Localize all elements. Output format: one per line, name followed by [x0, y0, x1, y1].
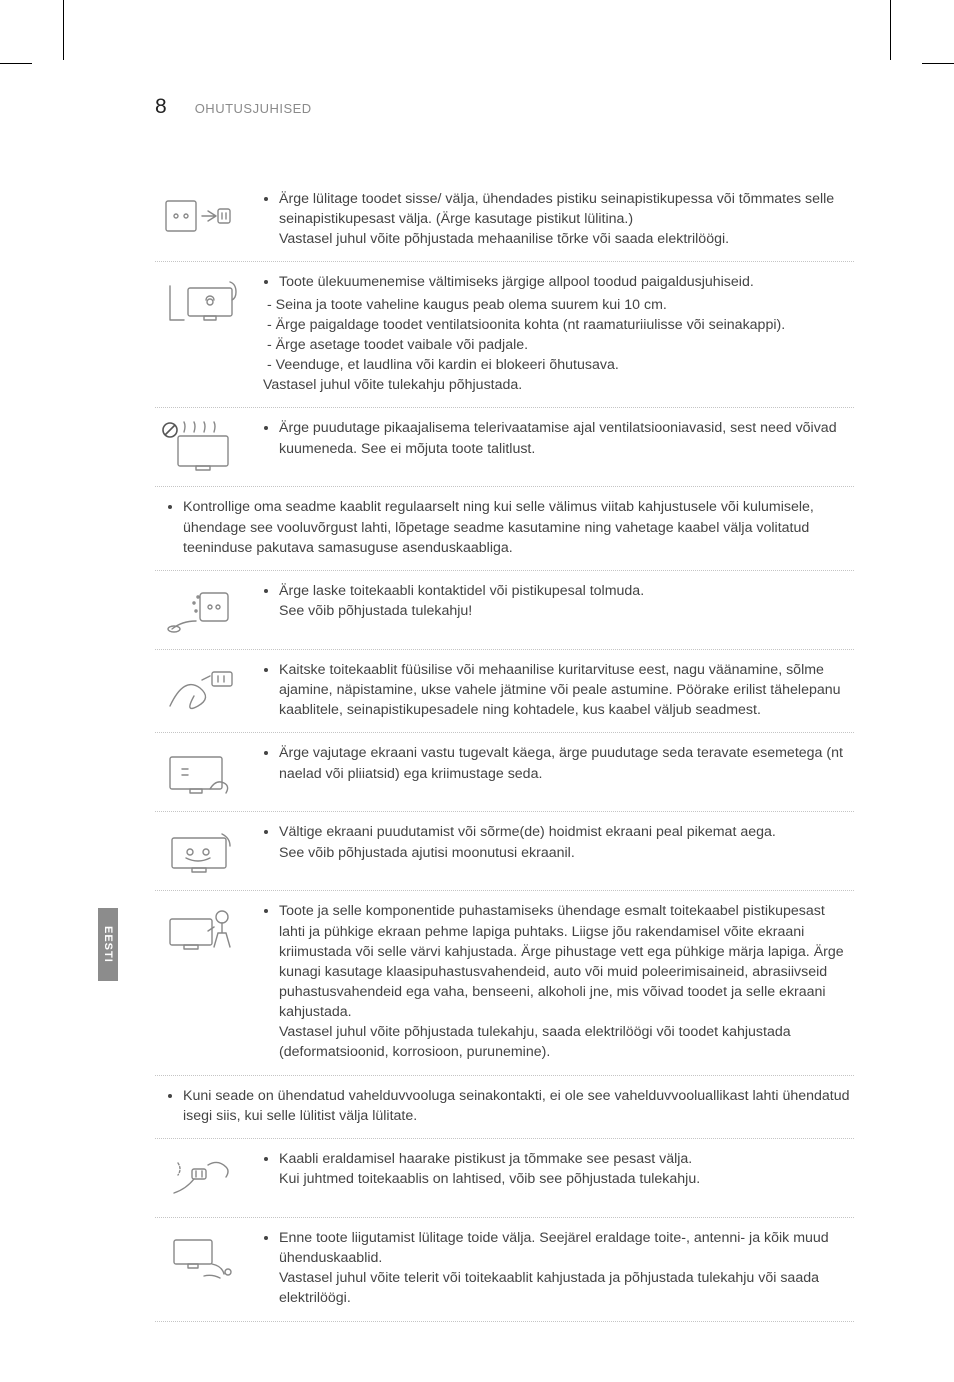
instruction-text: Ärge laske toitekaabli kontaktidel või p…	[263, 581, 854, 637]
instruction-row: Enne toote liigutamist lülitage toide vä…	[155, 1218, 854, 1322]
instruction-bullet: Ärge lülitage toodet sisse/ välja, ühend…	[279, 189, 854, 249]
instruction-bullet: Ärge vajutage ekraani vastu tugevalt käe…	[279, 743, 854, 783]
unplug-pull-icon	[155, 1149, 245, 1205]
instruction-bullet: Enne toote liigutamist lülitage toide vä…	[279, 1228, 854, 1309]
instruction-row: Toote ja selle komponentide puhastamisek…	[155, 891, 854, 1075]
instruction-text: Ärge vajutage ekraani vastu tugevalt käe…	[263, 743, 854, 799]
instruction-sub-bullet: Seina ja toote vaheline kaugus peab olem…	[263, 295, 854, 315]
cleaning-icon	[155, 901, 245, 1062]
plug-dust-icon	[155, 581, 245, 637]
page-content: 8 OHUTUSJUHISED Ärge lülitage toodet sis…	[0, 0, 954, 1382]
instruction-sub-bullet: Ärge paigaldage toodet ventilatsioonita …	[263, 315, 854, 335]
page-header: 8 OHUTUSJUHISED	[155, 95, 854, 119]
instruction-full-text: Kuni seade on ühendatud vahelduvvooluga …	[155, 1076, 854, 1139]
instruction-text: Vältige ekraani puudutamist või sõrme(de…	[263, 822, 854, 878]
instruction-sub-bullet: Ärge asetage toodet vaibale või padjale.	[263, 335, 854, 355]
instruction-bullet: Kuni seade on ühendatud vahelduvvooluga …	[183, 1086, 854, 1126]
instruction-row: Ärge puudutage pikaajalisema telerivaata…	[155, 408, 854, 487]
language-tab: EESTI	[98, 908, 118, 981]
instruction-text: Ärge lülitage toodet sisse/ välja, ühend…	[263, 189, 854, 249]
instruction-bullet: Ärge laske toitekaabli kontaktidel või p…	[279, 581, 854, 621]
finger-hold-icon	[155, 822, 245, 878]
instruction-text: Ärge puudutage pikaajalisema telerivaata…	[263, 418, 854, 474]
instruction-text: Kaabli eraldamisel haarake pistikust ja …	[263, 1149, 854, 1205]
hand-screen-icon	[155, 743, 245, 799]
instruction-row: Toote ülekuumenemise vältimiseks järgige…	[155, 262, 854, 408]
instruction-text: Toote ja selle komponentide puhastamisek…	[263, 901, 854, 1062]
instruction-bullet: Vältige ekraani puudutamist või sõrme(de…	[279, 822, 854, 862]
instruction-bullet: Ärge puudutage pikaajalisema telerivaata…	[279, 418, 854, 458]
tv-wall-icon	[155, 272, 245, 395]
instruction-bullet: Kontrollige oma seadme kaablit regulaars…	[183, 497, 854, 557]
section-title: OHUTUSJUHISED	[195, 101, 312, 116]
instruction-tail: Vastasel juhul võite tulekahju põhjustad…	[263, 375, 854, 395]
instruction-row: Ärge lülitage toodet sisse/ välja, ühend…	[155, 179, 854, 262]
instruction-text: Enne toote liigutamist lülitage toide vä…	[263, 1228, 854, 1309]
page-number: 8	[155, 95, 167, 119]
instruction-sub-bullet: Veenduge, et laudlina või kardin ei blok…	[263, 355, 854, 375]
instruction-row: Ärge vajutage ekraani vastu tugevalt käe…	[155, 733, 854, 812]
move-tv-icon	[155, 1228, 245, 1309]
instruction-bullet: Toote ja selle komponentide puhastamisek…	[279, 901, 854, 1062]
instruction-row: Kaabli eraldamisel haarake pistikust ja …	[155, 1139, 854, 1218]
instruction-row: Ärge laske toitekaabli kontaktidel või p…	[155, 571, 854, 650]
instruction-row: Vältige ekraani puudutamist või sõrme(de…	[155, 812, 854, 891]
instruction-full-text: Kontrollige oma seadme kaablit regulaars…	[155, 487, 854, 570]
instruction-text: Kaitske toitekaablit füüsilise või mehaa…	[263, 660, 854, 720]
tv-hot-vents-icon	[155, 418, 245, 474]
instruction-bullet: Kaitske toitekaablit füüsilise või mehaa…	[279, 660, 854, 720]
instruction-text: Toote ülekuumenemise vältimiseks järgige…	[263, 272, 854, 395]
safety-instructions-list: Ärge lülitage toodet sisse/ välja, ühend…	[155, 179, 854, 1322]
instruction-bullet: Kaabli eraldamisel haarake pistikust ja …	[279, 1149, 854, 1189]
plug-socket-icon	[155, 189, 245, 249]
instruction-row: Kaitske toitekaablit füüsilise või mehaa…	[155, 650, 854, 733]
cable-bend-icon	[155, 660, 245, 720]
instruction-bullet: Toote ülekuumenemise vältimiseks järgige…	[279, 272, 854, 292]
